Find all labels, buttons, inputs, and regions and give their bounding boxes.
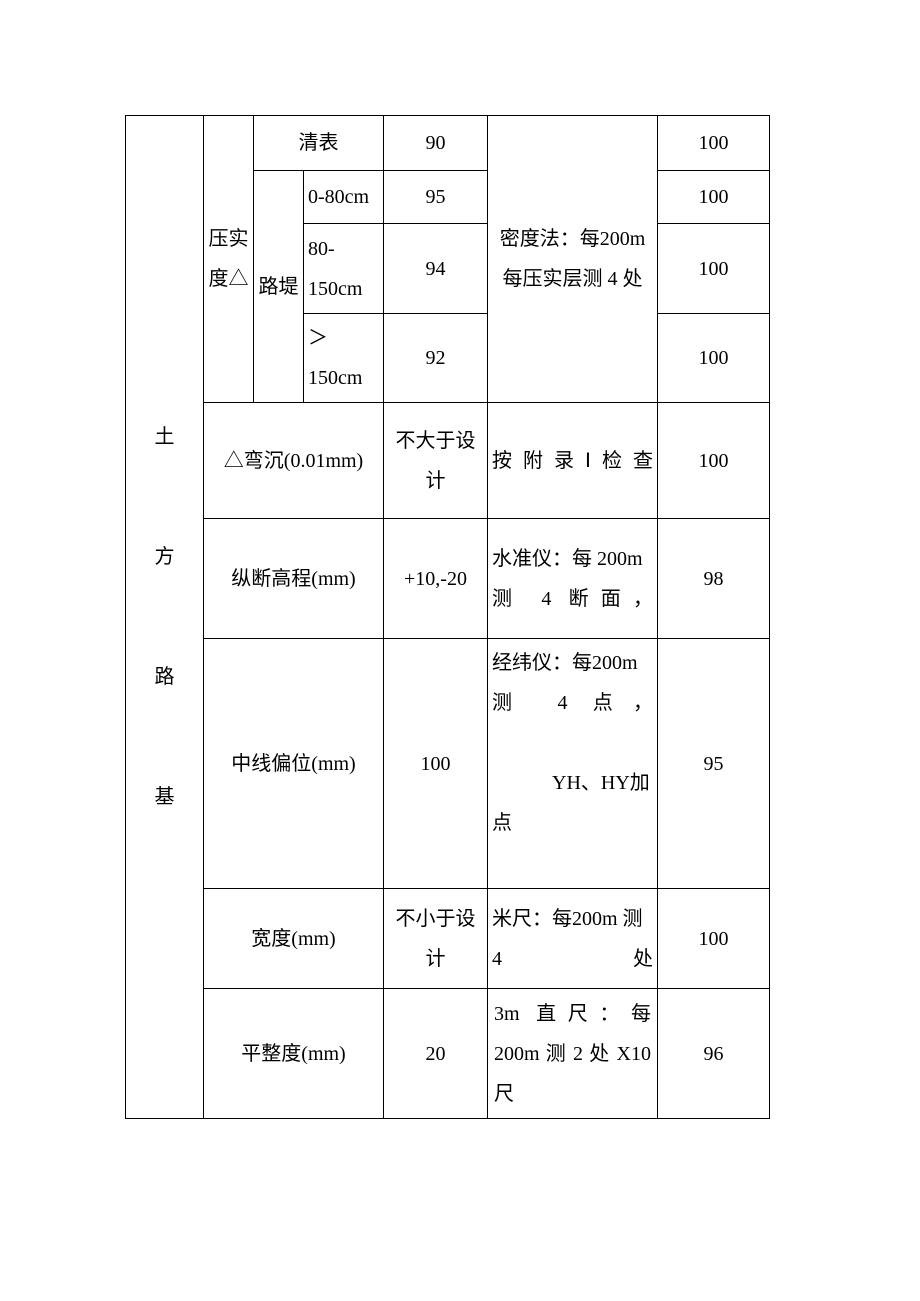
compaction-label: 压实度△	[209, 228, 249, 290]
density-method-text: 密度法：每200m 每压实层测 4 处	[500, 228, 646, 290]
val-95: 95	[426, 186, 446, 208]
centerline-val: 100	[421, 753, 451, 775]
embankment-label: 路堤	[259, 276, 299, 298]
val-cell: 95	[384, 171, 488, 224]
depth-80-150: 80-150cm	[308, 238, 362, 300]
last-100-d: 100	[699, 347, 729, 369]
table-row: 土 方 路 基 压实度△ 清表 90 密度法：每200m 每压实层测 4 处 1…	[126, 116, 770, 171]
width-last: 100	[699, 928, 729, 950]
width-label-cell: 宽度(mm)	[204, 889, 384, 989]
last-100-c: 100	[699, 258, 729, 280]
density-method-cell: 密度法：每200m 每压实层测 4 处	[488, 116, 658, 403]
width-method: 米尺：每200m 测 4 处	[492, 908, 653, 970]
deflection-label-cell: △弯沉(0.01mm)	[204, 403, 384, 519]
flatness-last: 96	[704, 1043, 724, 1065]
val-90: 90	[426, 132, 446, 154]
flatness-method-cell: 3m 直尺：每 200m 测 2 处 X10 尺	[488, 989, 658, 1119]
table-row: △弯沉(0.01mm) 不大于设计 按附录Ⅰ检查 100	[126, 403, 770, 519]
centerline-label-cell: 中线偏位(mm)	[204, 639, 384, 889]
vprofile-last: 98	[704, 568, 724, 590]
val-cell: 94	[384, 224, 488, 314]
centerline-method: 经纬仪：每200m 测 4 点， YH、HY加点	[492, 652, 653, 834]
embankment-label-cell: 路堤	[254, 171, 304, 403]
table-row: 中线偏位(mm) 100 经纬仪：每200m 测 4 点， YH、HY加点 95	[126, 639, 770, 889]
flatness-val-cell: 20	[384, 989, 488, 1119]
depth-0-80: 0-80cm	[308, 186, 369, 208]
deflection-val-cell: 不大于设计	[384, 403, 488, 519]
deflection-label: △弯沉(0.01mm)	[224, 450, 363, 472]
centerline-last: 95	[704, 753, 724, 775]
depth-gt-150: ＞150cm	[308, 327, 362, 389]
depth-cell: 80-150cm	[304, 224, 384, 314]
vprofile-val-cell: +10,-20	[384, 519, 488, 639]
deflection-val: 不大于设计	[396, 430, 476, 492]
category-cell: 土 方 路 基	[126, 116, 204, 1119]
last-cell: 100	[658, 224, 770, 314]
deflection-method-cell: 按附录Ⅰ检查	[488, 403, 658, 519]
deflection-method: 按附录Ⅰ检查	[492, 450, 653, 472]
val-94: 94	[426, 258, 446, 280]
vprofile-last-cell: 98	[658, 519, 770, 639]
vprofile-method: 水准仪：每 200m测 4 断面，	[492, 548, 653, 610]
width-val-cell: 不小于设计	[384, 889, 488, 989]
width-method-cell: 米尺：每200m 测 4 处	[488, 889, 658, 989]
width-label: 宽度(mm)	[251, 928, 335, 950]
vprofile-val: +10,-20	[404, 568, 467, 590]
depth-cell: 0-80cm	[304, 171, 384, 224]
flatness-label: 平整度(mm)	[241, 1043, 345, 1065]
compaction-label-cell: 压实度△	[204, 116, 254, 403]
document-page: 土 方 路 基 压实度△ 清表 90 密度法：每200m 每压实层测 4 处 1…	[0, 0, 920, 1301]
depth-cell: ＞150cm	[304, 314, 384, 403]
last-cell: 100	[658, 116, 770, 171]
val-cell: 90	[384, 116, 488, 171]
centerline-val-cell: 100	[384, 639, 488, 889]
last-cell: 100	[658, 314, 770, 403]
vprofile-method-cell: 水准仪：每 200m测 4 断面，	[488, 519, 658, 639]
val-92: 92	[426, 347, 446, 369]
table-row: 平整度(mm) 20 3m 直尺：每 200m 测 2 处 X10 尺 96	[126, 989, 770, 1119]
surface-clear-text: 清表	[299, 132, 339, 154]
category-text: 土 方 路 基	[155, 426, 175, 808]
last-100-a: 100	[699, 132, 729, 154]
centerline-label: 中线偏位(mm)	[231, 753, 355, 775]
val-cell: 92	[384, 314, 488, 403]
last-100-b: 100	[699, 186, 729, 208]
flatness-last-cell: 96	[658, 989, 770, 1119]
width-last-cell: 100	[658, 889, 770, 989]
spec-table: 土 方 路 基 压实度△ 清表 90 密度法：每200m 每压实层测 4 处 1…	[125, 115, 770, 1119]
centerline-method-cell: 经纬仪：每200m 测 4 点， YH、HY加点	[488, 639, 658, 889]
deflection-last-cell: 100	[658, 403, 770, 519]
last-cell: 100	[658, 171, 770, 224]
vprofile-label-cell: 纵断高程(mm)	[204, 519, 384, 639]
vprofile-label: 纵断高程(mm)	[231, 568, 355, 590]
table-row: 纵断高程(mm) +10,-20 水准仪：每 200m测 4 断面， 98	[126, 519, 770, 639]
deflection-last: 100	[699, 450, 729, 472]
flatness-method: 3m 直尺：每 200m 测 2 处 X10 尺	[494, 1003, 651, 1105]
table-row: 宽度(mm) 不小于设计 米尺：每200m 测 4 处 100	[126, 889, 770, 989]
width-val: 不小于设计	[396, 908, 476, 970]
centerline-last-cell: 95	[658, 639, 770, 889]
surface-clear-cell: 清表	[254, 116, 384, 171]
flatness-label-cell: 平整度(mm)	[204, 989, 384, 1119]
flatness-val: 20	[426, 1043, 446, 1065]
